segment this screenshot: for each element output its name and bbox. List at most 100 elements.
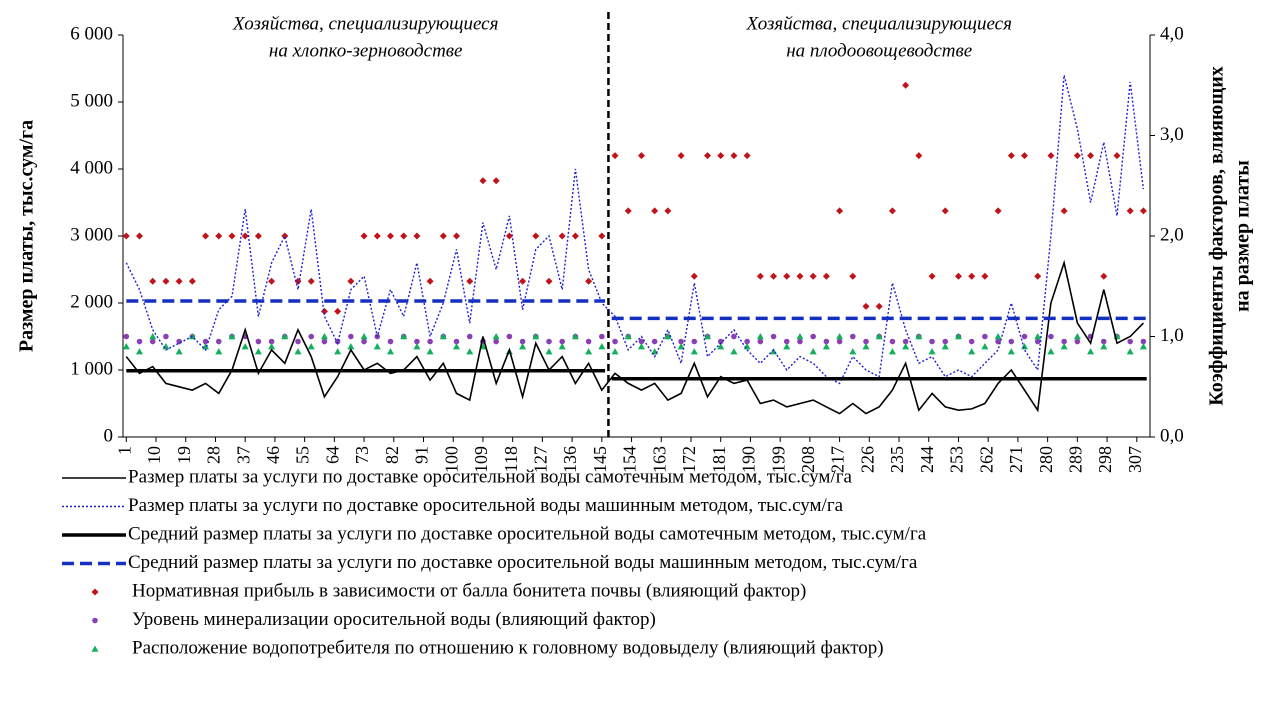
point — [612, 338, 618, 345]
point — [1021, 152, 1029, 160]
point — [492, 333, 500, 340]
point — [770, 333, 777, 340]
point — [506, 333, 513, 340]
point — [863, 338, 869, 345]
x-tick-label: 199 — [768, 446, 788, 473]
annotation: Хозяйства, специализирующиеся — [745, 13, 1011, 34]
point — [1139, 207, 1147, 215]
point — [175, 277, 183, 285]
point — [1113, 152, 1121, 160]
point — [981, 343, 989, 350]
point — [611, 152, 619, 160]
point — [783, 343, 791, 350]
legend-label: Средний размер платы за услуги по достав… — [128, 523, 927, 544]
point — [585, 348, 593, 355]
point — [268, 343, 276, 350]
point — [822, 272, 830, 280]
point — [453, 232, 461, 240]
point — [559, 338, 565, 345]
point — [162, 343, 170, 350]
point — [862, 302, 870, 310]
point — [202, 338, 209, 345]
x-tick-label: 244 — [917, 446, 937, 473]
point — [400, 232, 408, 240]
point — [427, 338, 433, 345]
y2-tick-label: 3,0 — [1160, 124, 1184, 145]
point — [677, 152, 685, 160]
y-tick-label: 4 000 — [70, 157, 113, 178]
point — [968, 348, 976, 355]
point — [690, 348, 698, 355]
x-tick-label: 127 — [531, 446, 551, 473]
point — [783, 338, 790, 345]
x-tick-label: 118 — [501, 446, 521, 472]
point — [954, 333, 962, 340]
point — [149, 338, 156, 345]
legend-label: Размер платы за услуги по доставке ороси… — [128, 466, 853, 487]
point — [757, 338, 764, 345]
point — [809, 348, 817, 355]
x-tick-label: 91 — [412, 446, 432, 464]
point — [228, 333, 236, 340]
point — [677, 343, 685, 350]
point — [400, 333, 408, 340]
annotation: на плодоовощеводстве — [786, 40, 972, 61]
point — [466, 348, 474, 355]
point — [731, 333, 737, 340]
point — [836, 338, 843, 345]
point — [163, 333, 169, 340]
point — [756, 272, 764, 280]
point — [994, 207, 1002, 215]
point — [492, 177, 500, 185]
point — [532, 333, 540, 340]
point — [611, 348, 619, 355]
point — [585, 338, 592, 345]
point — [1060, 207, 1068, 215]
point — [347, 277, 355, 285]
x-tick-label: 253 — [947, 446, 967, 473]
x-tick-label: 28 — [204, 446, 224, 464]
legend-label: Нормативная прибыль в зависимости от бал… — [132, 580, 806, 601]
point — [1008, 338, 1015, 345]
point — [994, 333, 1002, 340]
point — [202, 232, 210, 240]
point — [307, 343, 315, 350]
point — [1140, 338, 1147, 345]
x-tick-label: 136 — [560, 446, 580, 473]
point — [571, 232, 579, 240]
point — [1139, 343, 1147, 350]
point — [1100, 343, 1108, 350]
x-tick-label: 262 — [976, 446, 996, 473]
x-tick-label: 172 — [679, 446, 699, 473]
x-tick-label: 154 — [620, 446, 640, 473]
point — [281, 232, 289, 240]
point — [678, 338, 684, 345]
point — [136, 232, 144, 240]
point — [558, 232, 566, 240]
y-tick-label: 1 000 — [70, 358, 113, 379]
y-tick-label: 3 000 — [70, 224, 113, 245]
x-tick-label: 10 — [144, 446, 164, 464]
point — [1100, 338, 1107, 345]
point — [545, 277, 553, 285]
point — [862, 343, 870, 350]
point — [373, 343, 381, 350]
point — [928, 348, 936, 355]
point — [756, 333, 764, 340]
point — [466, 277, 474, 285]
point — [1034, 272, 1042, 280]
x-tick-label: 46 — [263, 446, 283, 464]
point — [822, 343, 830, 350]
point — [255, 338, 262, 345]
point — [386, 232, 394, 240]
point — [783, 272, 791, 280]
point — [889, 338, 896, 345]
point — [637, 343, 645, 350]
point — [519, 343, 527, 350]
x-tick-label: 226 — [857, 446, 877, 473]
point — [439, 333, 447, 340]
point — [360, 333, 368, 340]
point — [571, 333, 579, 340]
point — [1021, 343, 1029, 350]
